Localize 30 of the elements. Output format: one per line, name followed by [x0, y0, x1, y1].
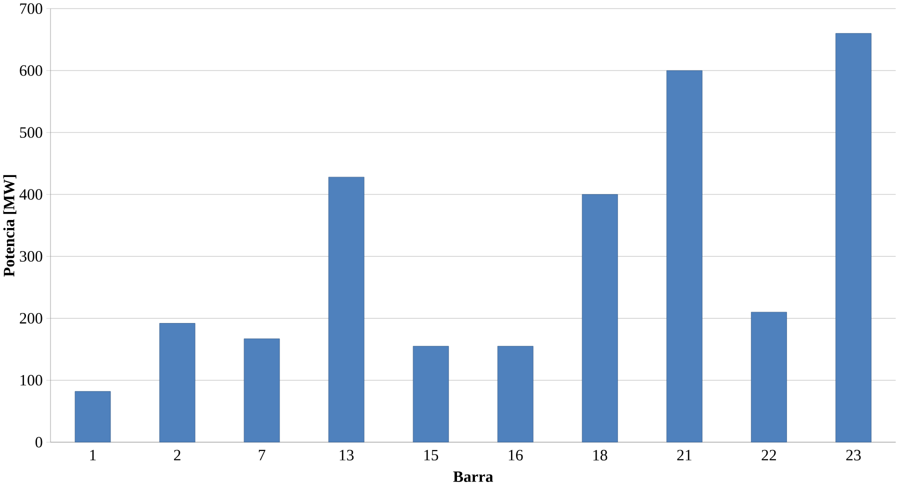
bar	[159, 322, 196, 442]
y-tick-label: 0	[36, 436, 42, 448]
x-tick-label: 13	[340, 450, 354, 460]
x-tick-label: 2	[174, 450, 180, 460]
y-tick-label: 600	[20, 65, 42, 76]
y-tick-label: 300	[20, 250, 42, 262]
y-tick-label: 100	[20, 374, 42, 386]
bar	[74, 391, 111, 442]
bar	[412, 346, 449, 442]
x-tick-label: 7	[258, 450, 266, 460]
x-tick-label: 16	[508, 450, 523, 460]
x-axis-title: Barra	[453, 471, 494, 482]
x-tick-label: 23	[846, 450, 861, 460]
bar	[750, 312, 787, 442]
y-tick-label: 200	[20, 312, 42, 324]
y-tick-label: 700	[20, 3, 42, 14]
x-tick-label: 21	[677, 450, 692, 460]
bar	[666, 70, 702, 442]
bar	[582, 194, 618, 442]
bar	[244, 338, 280, 442]
bar	[497, 346, 534, 442]
x-tick-label: 22	[762, 450, 776, 460]
x-tick-label: 1	[90, 450, 96, 460]
bar	[836, 33, 872, 442]
bar	[328, 176, 364, 442]
y-tick-label: 500	[20, 127, 42, 138]
x-tick-label: 18	[593, 450, 608, 460]
x-tick-label: 15	[424, 450, 438, 460]
y-tick-label: 400	[19, 188, 42, 200]
y-axis-title: Potencia [MW]	[3, 174, 16, 276]
